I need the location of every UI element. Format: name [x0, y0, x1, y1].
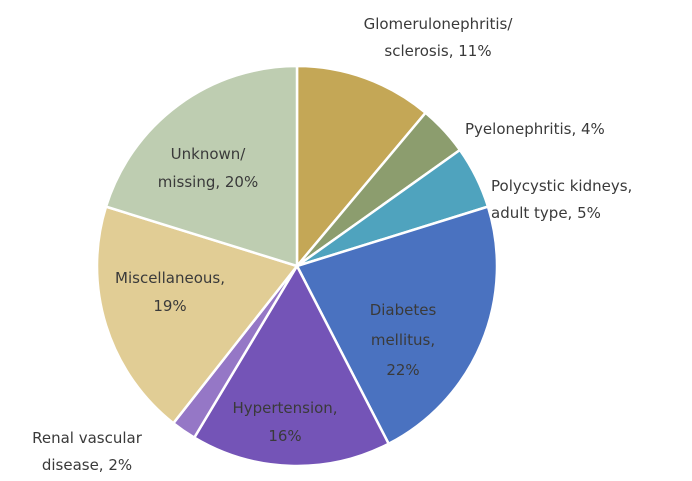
- slice-label-3: Diabetes mellitus, 22%: [370, 301, 437, 379]
- slice-label-4: Hypertension, 16%: [232, 399, 337, 445]
- slice-label-line: disease, 2%: [42, 456, 132, 474]
- slice-label-line: missing, 20%: [158, 173, 258, 191]
- pie-slice-0: [295, 64, 428, 270]
- slice-label-line: adult type, 5%: [491, 204, 601, 222]
- slice-label-line: mellitus,: [371, 331, 435, 349]
- slice-label-line: Pyelonephritis, 4%: [465, 120, 605, 138]
- slice-label-6: Miscellaneous, 19%: [115, 269, 225, 315]
- slice-label-5: Renal vascular disease, 2%: [32, 429, 143, 474]
- slice-label-line: Diabetes: [370, 301, 437, 319]
- slice-label-line: sclerosis, 11%: [384, 42, 491, 60]
- slice-label-1: Pyelonephritis, 4%: [465, 120, 605, 138]
- slice-label-line: 16%: [268, 427, 301, 445]
- pie-slice-4: [192, 263, 391, 468]
- slice-label-line: Unknown/: [171, 145, 247, 163]
- slice-label-line: Polycystic kidneys,: [491, 177, 632, 195]
- slice-label-line: 19%: [153, 297, 186, 315]
- slice-label-line: Hypertension,: [232, 399, 337, 417]
- slice-label-line: Renal vascular: [32, 429, 143, 447]
- pie-slice-3: [295, 205, 499, 446]
- pie-slice-6: [95, 205, 300, 425]
- slice-label-2: Polycystic kidneys, adult type, 5%: [491, 177, 632, 222]
- slice-label-line: Miscellaneous,: [115, 269, 225, 287]
- slice-label-0: Glomerulonephritis/sclerosis, 11%: [364, 15, 514, 60]
- slice-label-line: Glomerulonephritis/: [364, 15, 514, 33]
- slice-label-line: 22%: [386, 361, 419, 379]
- pie-slices: [95, 64, 499, 468]
- slice-label-7: Unknown/missing, 20%: [158, 145, 258, 191]
- pie-slice-7: [104, 64, 299, 268]
- pie-labels: Glomerulonephritis/sclerosis, 11% Pyelone…: [32, 15, 632, 474]
